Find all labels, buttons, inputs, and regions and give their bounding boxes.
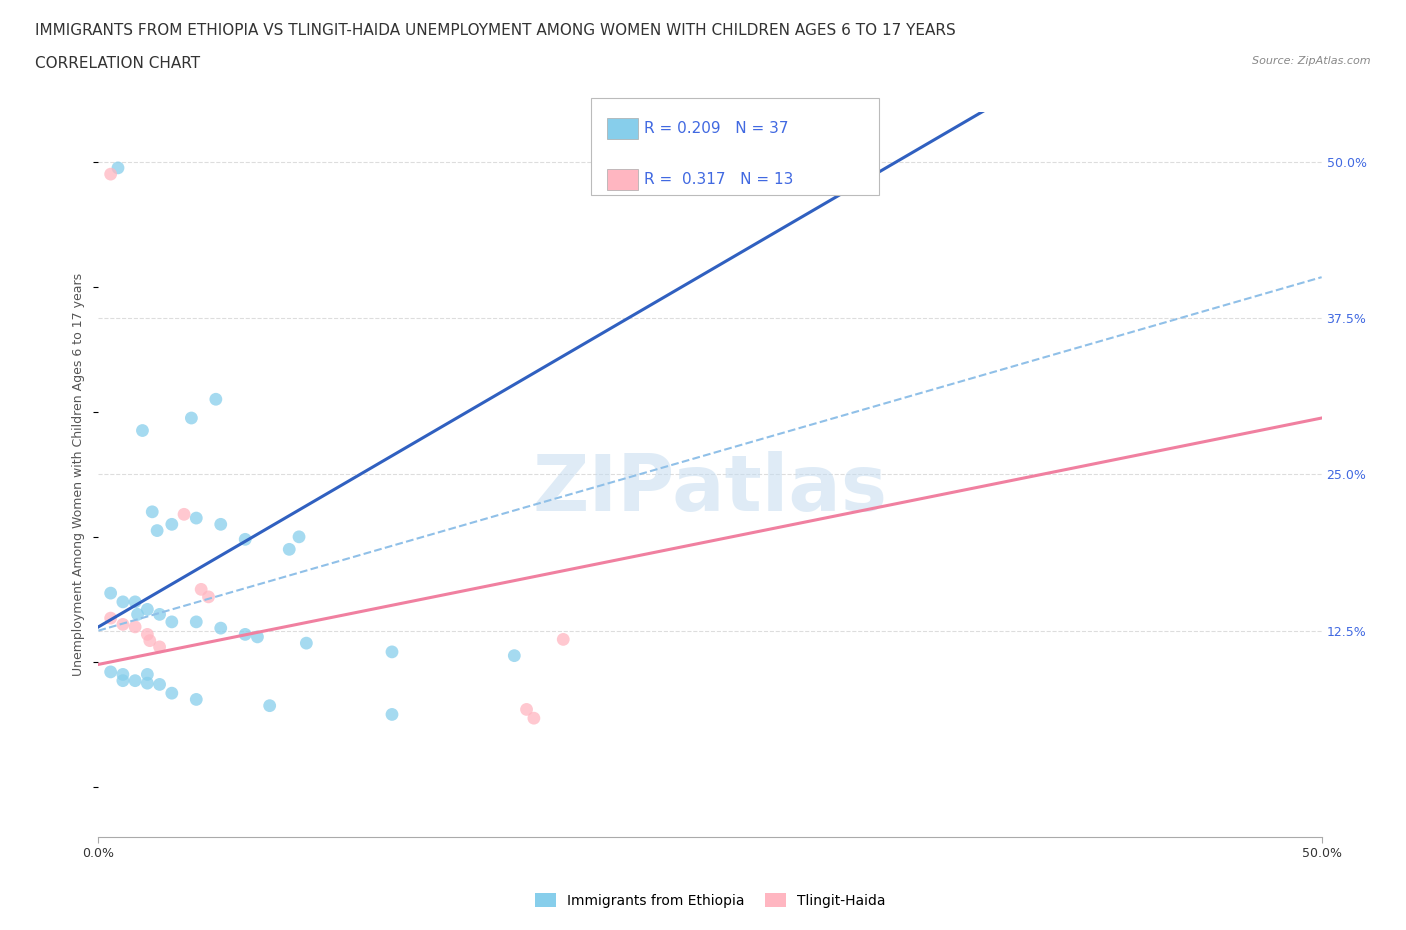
Point bbox=[190, 582, 212, 597]
Point bbox=[131, 423, 153, 438]
Point bbox=[233, 627, 256, 642]
Point bbox=[515, 702, 537, 717]
Point bbox=[503, 648, 526, 663]
Legend: Immigrants from Ethiopia, Tlingit-Haida: Immigrants from Ethiopia, Tlingit-Haida bbox=[529, 887, 891, 913]
Point bbox=[381, 644, 404, 659]
Point bbox=[136, 667, 159, 682]
Point bbox=[100, 664, 122, 679]
Point bbox=[160, 615, 183, 630]
Point bbox=[186, 692, 208, 707]
Point bbox=[205, 392, 228, 406]
Point bbox=[523, 711, 546, 725]
Point bbox=[100, 611, 122, 626]
Point bbox=[124, 594, 146, 609]
Point bbox=[141, 504, 163, 519]
Point bbox=[246, 630, 269, 644]
Point bbox=[209, 517, 232, 532]
Point bbox=[124, 619, 146, 634]
Point bbox=[149, 677, 172, 692]
Point bbox=[146, 524, 169, 538]
Point bbox=[160, 517, 183, 532]
Point bbox=[111, 667, 134, 682]
Point bbox=[149, 640, 172, 655]
Point bbox=[381, 707, 404, 722]
Text: Source: ZipAtlas.com: Source: ZipAtlas.com bbox=[1253, 56, 1371, 66]
Point bbox=[278, 542, 301, 557]
Point bbox=[127, 607, 149, 622]
Point bbox=[160, 685, 183, 700]
Point bbox=[139, 633, 162, 648]
Text: CORRELATION CHART: CORRELATION CHART bbox=[35, 56, 200, 71]
Point bbox=[107, 161, 129, 176]
Point bbox=[173, 507, 195, 522]
Point bbox=[136, 676, 159, 691]
Text: ZIPatlas: ZIPatlas bbox=[533, 451, 887, 526]
Point bbox=[197, 590, 219, 604]
Point bbox=[124, 673, 146, 688]
Point bbox=[209, 620, 232, 635]
Point bbox=[295, 636, 318, 651]
Point bbox=[288, 529, 311, 544]
Point bbox=[149, 607, 172, 622]
Text: R =  0.317   N = 13: R = 0.317 N = 13 bbox=[644, 172, 793, 187]
Point bbox=[259, 698, 281, 713]
Point bbox=[233, 532, 256, 547]
Point bbox=[111, 594, 134, 609]
Y-axis label: Unemployment Among Women with Children Ages 6 to 17 years: Unemployment Among Women with Children A… bbox=[72, 272, 86, 676]
Point bbox=[100, 586, 122, 601]
Point bbox=[136, 627, 159, 642]
Point bbox=[100, 166, 122, 181]
Text: R = 0.209   N = 37: R = 0.209 N = 37 bbox=[644, 121, 789, 136]
Point bbox=[186, 615, 208, 630]
Point bbox=[136, 602, 159, 617]
Point bbox=[180, 410, 202, 425]
Point bbox=[111, 617, 134, 631]
Point bbox=[553, 632, 575, 647]
Text: IMMIGRANTS FROM ETHIOPIA VS TLINGIT-HAIDA UNEMPLOYMENT AMONG WOMEN WITH CHILDREN: IMMIGRANTS FROM ETHIOPIA VS TLINGIT-HAID… bbox=[35, 23, 956, 38]
Point bbox=[186, 511, 208, 525]
Point bbox=[111, 673, 134, 688]
